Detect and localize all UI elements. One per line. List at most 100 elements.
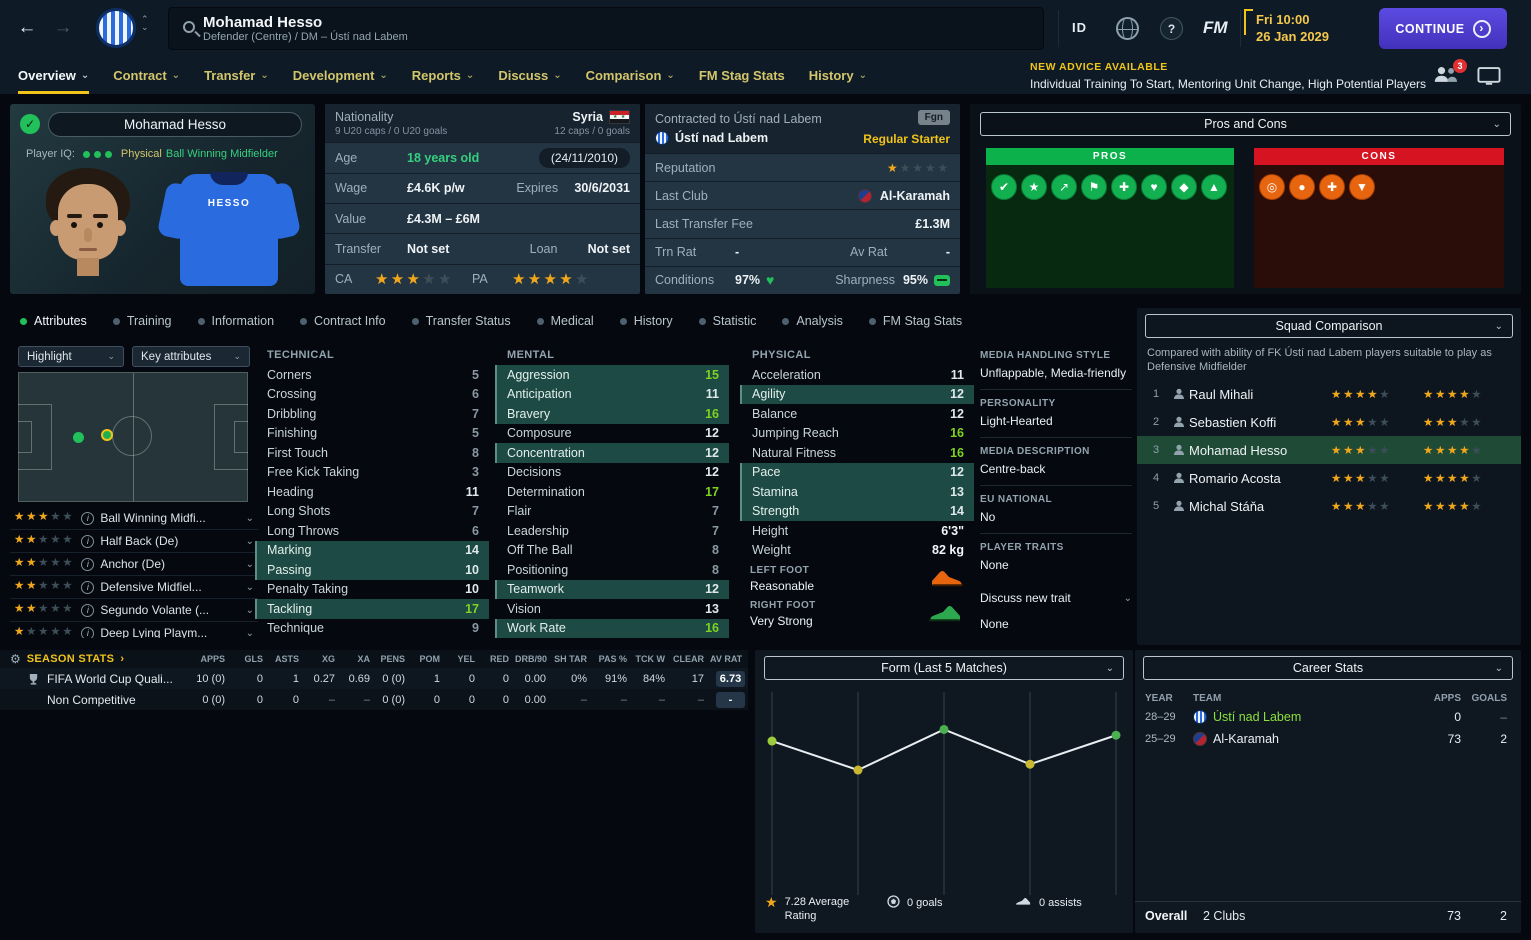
monitor-icon[interactable]	[1477, 67, 1501, 91]
star-icon: ★★	[1471, 473, 1482, 485]
subnav-item-analysis[interactable]: Analysis	[782, 314, 843, 328]
season-stats-row-non-competitive[interactable]: Non Competitive 0 (0) 0 0– –0 (0) 0 0 0 0.00– – – –…	[0, 689, 748, 710]
star-icon: ★★	[50, 534, 61, 547]
subnav-item-information[interactable]: Information	[197, 314, 274, 328]
subnav-item-transfer-status[interactable]: Transfer Status	[411, 314, 511, 328]
career-stats-selector[interactable]: Career Stats ⌄	[1143, 656, 1513, 680]
pitch-marking	[112, 416, 152, 456]
competition-name: FIFA World Cup Quali...	[47, 671, 173, 686]
attribute-value: 9	[472, 621, 479, 636]
tab-transfer[interactable]: Transfer ⌄	[204, 57, 269, 94]
forward-button[interactable]: →	[48, 14, 78, 42]
id-button[interactable]: ID	[1072, 20, 1087, 35]
season-stats-row-fifa-world-cup-quali[interactable]: FIFA World Cup Quali... 10 (0) 0 1 0.27 0.69 0…	[0, 668, 748, 689]
star-icon: ★★	[1331, 445, 1342, 457]
tab-contract[interactable]: Contract ⌄	[113, 57, 180, 94]
sharpness-icon	[934, 274, 950, 286]
career-row-al-karamah[interactable]: 25–29 Al-Karamah 73 2	[1135, 728, 1521, 750]
club-switcher[interactable]: ⌃ ⌄	[141, 15, 149, 32]
attribute-row-technique: Technique 9	[255, 619, 489, 639]
contract-pro-icon: ✔	[991, 174, 1017, 200]
globe-icon[interactable]	[1116, 17, 1139, 40]
gear-icon[interactable]: ⚙	[10, 652, 21, 666]
subnav-item-training[interactable]: Training	[112, 314, 172, 328]
subnav-bullet-icon	[112, 317, 120, 325]
subnav-item-statistic[interactable]: Statistic	[698, 314, 756, 328]
pros-column: PROS ✔ ★ ↗ ⚑ ✚ ♥ ◆ ▲	[986, 148, 1234, 288]
star-rating: ★★★★★★★★★★	[1331, 473, 1391, 486]
key-attributes-dropdown[interactable]: Key attributes ⌄	[132, 346, 250, 367]
tab-fm-stag-stats[interactable]: FM Stag Stats	[699, 57, 785, 94]
help-icon[interactable]: ?	[1160, 17, 1183, 40]
tab-overview[interactable]: Overview ⌄	[18, 57, 89, 94]
star-icon: ★★	[1379, 473, 1390, 485]
position-pitch	[18, 372, 248, 502]
pitch-marking	[214, 404, 248, 470]
assist-boot-icon	[1015, 895, 1032, 913]
back-button[interactable]: ←	[12, 14, 42, 42]
star-icon: ★★	[14, 603, 25, 616]
star-icon: ★★	[50, 603, 61, 616]
attribute-row-finishing: Finishing 5	[255, 424, 489, 444]
iq-dot	[82, 150, 90, 158]
tab-discuss[interactable]: Discuss ⌄	[498, 57, 561, 94]
stats-column-header-av-rat: AV RAT	[710, 654, 743, 664]
person-icon	[1169, 444, 1189, 456]
advice-block[interactable]: NEW ADVICE AVAILABLE Individual Training…	[1030, 61, 1426, 91]
discuss-new-trait-dropdown[interactable]: Discuss new trait ⌄	[980, 581, 1132, 609]
tab-development[interactable]: Development ⌄	[293, 57, 388, 94]
season-stats-title-cell: ⚙ SEASON STATS ›	[0, 652, 186, 666]
chevron-down-icon: ⌄	[245, 512, 254, 524]
contract-club-name[interactable]: Ústí nad Labem	[675, 130, 769, 145]
conditions-value: 97%	[735, 273, 761, 288]
fm-logo[interactable]: FM	[1203, 18, 1228, 37]
stat-value: 0.00	[524, 693, 546, 706]
attribute-row-positioning: Positioning 8	[495, 560, 729, 580]
tab-comparison[interactable]: Comparison ⌄	[586, 57, 675, 94]
squad-comparison-selector[interactable]: Squad Comparison ⌄	[1145, 314, 1513, 338]
subnav-item-fm-stag-stats[interactable]: FM Stag Stats	[868, 314, 962, 328]
staff-inbox-icon[interactable]: 3	[1432, 59, 1467, 87]
pros-cons-selector[interactable]: Pros and Cons ⌄	[980, 112, 1511, 136]
star-rating: ★★★★★★★★★★	[1423, 389, 1483, 402]
media-handling-value: Unflappable, Media-friendly	[980, 366, 1127, 380]
subnav-item-medical[interactable]: Medical	[536, 314, 594, 328]
star-icon: ★★	[438, 270, 452, 288]
subnav-item-history[interactable]: History	[619, 314, 673, 328]
tab-reports[interactable]: Reports ⌄	[412, 57, 475, 94]
last-club-value[interactable]: Al-Karamah	[879, 188, 950, 203]
continue-button[interactable]: CONTINUE ›	[1379, 8, 1507, 49]
stat-value: 0 (0)	[382, 672, 405, 685]
tab-history[interactable]: History ⌄	[809, 57, 867, 94]
right-foot-label: RIGHT FOOT	[750, 599, 816, 611]
subnav-bullet-icon	[20, 317, 27, 325]
form-selector[interactable]: Form (Last 5 Matches) ⌄	[764, 656, 1124, 680]
star-icon: ★★	[26, 626, 37, 639]
player-search-box[interactable]: Mohamad Hesso Defender (Centre) / DM – Ú…	[168, 7, 1044, 50]
player-card-name[interactable]: Mohamad Hesso	[48, 112, 302, 137]
club-badge-icon[interactable]	[96, 8, 136, 48]
age-label: Age	[335, 150, 358, 165]
iq-dot	[93, 150, 101, 158]
star-icon: ★★	[1459, 501, 1470, 513]
plus-pro-icon: ✚	[1111, 174, 1137, 200]
subnav-item-attributes[interactable]: Attributes	[20, 314, 87, 328]
subnav-item-contract-info[interactable]: Contract Info	[300, 314, 386, 328]
highlight-dropdown[interactable]: Highlight ⌄	[18, 346, 124, 367]
career-row-st-nad-labem[interactable]: 28–29 Ústí nad Labem 0 –	[1135, 706, 1521, 728]
season-stats-title[interactable]: SEASON STATS	[26, 653, 115, 665]
year-column-header: YEAR	[1145, 692, 1173, 704]
